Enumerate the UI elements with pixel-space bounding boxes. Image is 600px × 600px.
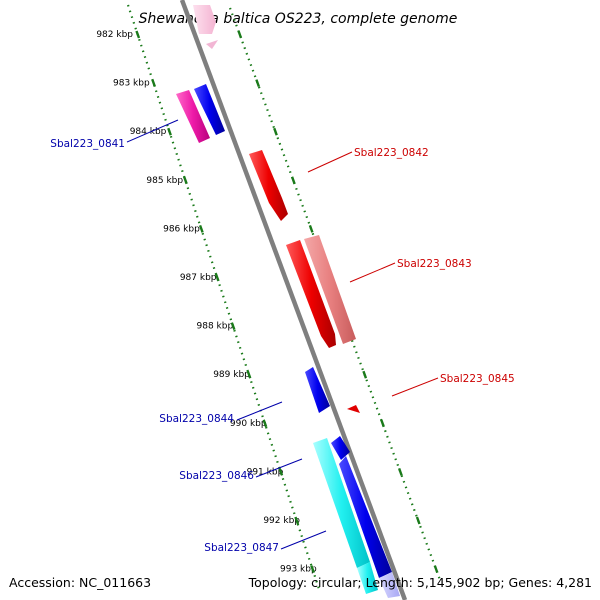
gene-bottom-pale-blue	[379, 572, 400, 598]
tick-mark-outer-991	[397, 467, 403, 476]
tick-mark-inner-990	[262, 419, 268, 428]
tick-label-986: 986 kbp	[163, 224, 200, 234]
tick-label-987: 987 kbp	[180, 273, 217, 283]
tick-label-988: 988 kbp	[197, 322, 234, 332]
tick-mark-inner-984	[167, 127, 172, 136]
tick-label-993: 993 kbp	[280, 565, 317, 575]
tick-mark-inner-991	[278, 467, 284, 476]
gene-sbal223-0847-cyan	[313, 438, 370, 568]
tick-label-983: 983 kbp	[113, 79, 150, 89]
map-title: Shewanella baltica OS223, complete genom…	[139, 11, 458, 27]
tick-mark-inner-992	[294, 516, 300, 525]
gene-features	[176, 84, 400, 598]
label-leaders	[126, 119, 439, 550]
gene-bottom-pale	[357, 562, 378, 594]
tick-label-990: 990 kbp	[230, 419, 267, 429]
gene-sbal223-0841-neighbor	[194, 84, 225, 135]
tick-mark-outer-984	[273, 127, 278, 136]
genome-backbone	[179, 0, 408, 600]
tick-mark-inner-993	[310, 565, 315, 574]
tick-mark-inner-988	[230, 322, 236, 331]
gene-label-sbal223-0842[interactable]: Sbal223_0842	[354, 147, 429, 159]
tick-mark-inner-985	[183, 176, 188, 185]
tick-mark-outer-985	[290, 176, 296, 185]
gene-sbal223-0842	[249, 150, 288, 221]
tick-label-984: 984 kbp	[130, 127, 167, 137]
gene-labels: Sbal223_0841 Sbal223_0842 Sbal223_0843 S…	[50, 138, 514, 554]
topology-text: Topology: circular; Length: 5,145,902 bp…	[248, 575, 592, 590]
tick-mark-inner-986	[198, 224, 204, 233]
tick-label-985: 985 kbp	[146, 176, 183, 186]
faded-gene-top-arrow	[206, 40, 218, 49]
gene-sbal223-0843-b	[304, 235, 356, 344]
gene-sbal223-0846	[331, 436, 350, 460]
tick-mark-outer-989	[362, 370, 368, 379]
gene-sbal223-0845	[347, 405, 360, 413]
tick-label-989: 989 kbp	[213, 370, 250, 380]
tick-mark-inner-989	[246, 370, 252, 379]
tick-mark-outer-990	[380, 419, 385, 428]
gene-sbal223-0844	[305, 367, 330, 413]
tick-mark-outer-992	[415, 516, 421, 525]
tick-label-991: 991 kbp	[247, 467, 284, 477]
gene-sbal223-0843-a	[286, 240, 336, 348]
tick-mark-inner-987	[214, 273, 220, 282]
inner-dotted-track	[126, 4, 322, 593]
tick-mark-outer-986	[308, 224, 314, 233]
tick-mark-outer-982	[237, 30, 243, 39]
gene-sbal223-0847-blue	[339, 456, 392, 578]
tick-mark-inner-983	[151, 79, 157, 88]
gene-label-sbal223-0846[interactable]: Sbal223_0846	[179, 470, 254, 482]
tick-mark-inner-982	[135, 30, 141, 39]
position-ticks: 982 kbp 983 kbp 984 kbp 985 kbp 986 kbp 987 k…	[96, 30, 439, 575]
gene-label-sbal223-0843[interactable]: Sbal223_0843	[397, 258, 472, 270]
accession-text: Accession: NC_011663	[9, 575, 151, 590]
tick-label-992: 992 kbp	[263, 516, 300, 526]
gene-label-sbal223-0847[interactable]: Sbal223_0847	[204, 542, 279, 554]
tick-mark-outer-983	[255, 79, 261, 88]
gene-label-sbal223-0841[interactable]: Sbal223_0841	[50, 138, 125, 150]
gene-label-sbal223-0844[interactable]: Sbal223_0844	[159, 413, 234, 425]
tick-label-982: 982 kbp	[96, 30, 133, 40]
tick-mark-outer-993	[433, 565, 439, 574]
gene-sbal223-0841	[176, 90, 210, 143]
faded-gene-top	[193, 5, 216, 34]
gene-label-sbal223-0845[interactable]: Sbal223_0845	[440, 373, 515, 385]
